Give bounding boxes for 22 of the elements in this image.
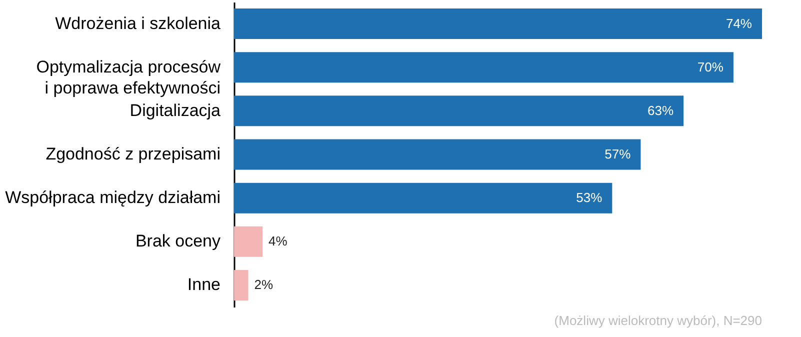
- y-tick-label: Optymalizacja procesów i poprawa efektywności: [36, 57, 222, 98]
- y-tick-label: Inne: [187, 275, 220, 294]
- bar: [234, 270, 248, 300]
- bar: [234, 226, 263, 257]
- data-label: 74%: [726, 16, 752, 31]
- data-label: 4%: [268, 234, 288, 249]
- y-tick-label: Wdrożenia i szkolenia: [55, 14, 222, 33]
- data-label: 70%: [697, 59, 724, 74]
- data-label: 2%: [254, 277, 274, 292]
- bar: [234, 139, 641, 170]
- bar: [234, 96, 684, 126]
- y-tick-label: Digitalizacja: [130, 100, 222, 120]
- y-tick-label: Brak oceny: [135, 232, 221, 251]
- y-tick-label: Zgodność z przepisami: [46, 144, 220, 164]
- bar: [234, 8, 762, 40]
- data-label: 63%: [647, 102, 674, 118]
- bar: [234, 182, 612, 214]
- data-label: 53%: [576, 190, 603, 206]
- y-tick-label: Współpraca między działami: [5, 188, 220, 208]
- data-label: 57%: [604, 146, 632, 162]
- text: (Możliwy wielokrotny wybór), N=290: [554, 313, 762, 328]
- bar: [234, 52, 734, 83]
